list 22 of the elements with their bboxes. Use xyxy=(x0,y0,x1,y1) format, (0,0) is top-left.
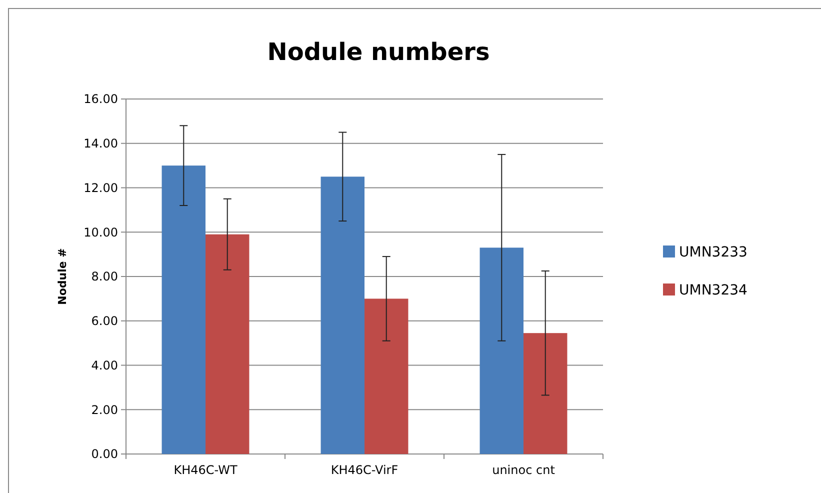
y-tick-label: 12.00 xyxy=(84,180,118,195)
y-axis-title: Nodule # xyxy=(56,248,69,305)
bar xyxy=(480,248,524,454)
bar xyxy=(206,234,250,454)
y-tick-label: 0.00 xyxy=(91,447,118,462)
y-tick-label: 4.00 xyxy=(91,358,118,372)
x-tick-label: KH46C-VirF xyxy=(330,463,398,477)
y-tick-label: 8.00 xyxy=(91,270,118,284)
y-tick-label: 2.00 xyxy=(91,402,118,417)
y-tick-label: 6.00 xyxy=(91,314,118,328)
y-tick-label: 14.00 xyxy=(84,136,118,151)
bar xyxy=(320,176,364,454)
y-tick-label: 10.00 xyxy=(84,225,118,240)
x-tick-label: KH46C-WT xyxy=(174,463,238,477)
bar xyxy=(162,166,206,454)
bar xyxy=(524,333,568,454)
x-tick-label: uninoc cnt xyxy=(492,463,556,477)
chart-title: Nodule numbers xyxy=(267,38,490,66)
bar xyxy=(364,298,408,454)
legend-label: UMN3233 xyxy=(679,244,748,260)
legend-label: UMN3234 xyxy=(679,282,748,298)
y-tick-label: 16.00 xyxy=(84,92,118,106)
